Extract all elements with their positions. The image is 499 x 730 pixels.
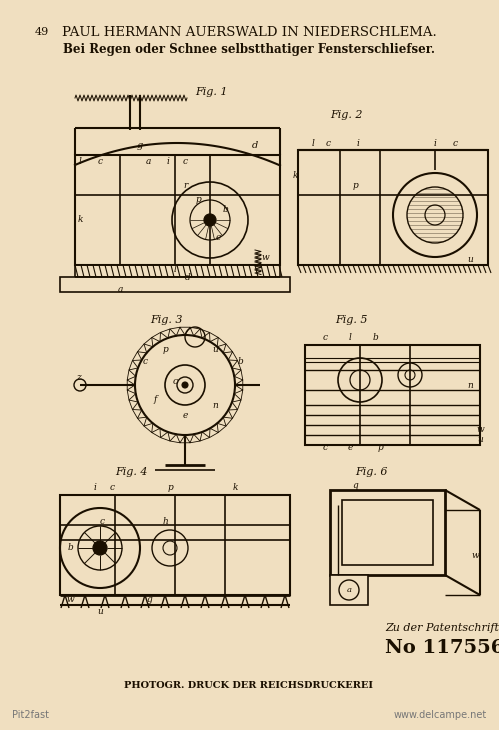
Text: g: g xyxy=(137,140,143,150)
Text: e: e xyxy=(215,234,221,242)
Text: i: i xyxy=(434,139,437,147)
Text: PHOTOGR. DRUCK DER REICHSDRUCKEREI: PHOTOGR. DRUCK DER REICHSDRUCKEREI xyxy=(124,680,373,690)
Text: Fig. 3: Fig. 3 xyxy=(150,315,183,325)
Text: a: a xyxy=(117,285,123,294)
Text: u: u xyxy=(97,607,103,617)
Text: i: i xyxy=(357,139,359,147)
Text: Fig. 6: Fig. 6 xyxy=(355,467,388,477)
Text: k: k xyxy=(232,483,238,493)
Text: Fig. 5: Fig. 5 xyxy=(335,315,367,325)
Text: No 117556.: No 117556. xyxy=(385,639,499,657)
Text: Fig. 4: Fig. 4 xyxy=(115,467,148,477)
Text: c: c xyxy=(183,158,188,166)
Text: b: b xyxy=(237,358,243,366)
Text: c: c xyxy=(97,158,102,166)
Text: p: p xyxy=(195,196,201,204)
Bar xyxy=(305,345,480,445)
Text: n: n xyxy=(467,380,473,390)
Bar xyxy=(330,575,368,605)
Text: h: h xyxy=(162,518,168,526)
Text: Zu der Patentschrift: Zu der Patentschrift xyxy=(385,623,499,633)
Text: a: a xyxy=(346,586,351,594)
Text: c: c xyxy=(453,139,458,147)
Text: p: p xyxy=(162,345,168,355)
Text: d: d xyxy=(252,140,258,150)
Text: Fig. 1: Fig. 1 xyxy=(195,87,228,97)
Text: c: c xyxy=(99,518,104,526)
Text: l: l xyxy=(311,139,314,147)
Text: c: c xyxy=(325,139,330,147)
Text: p: p xyxy=(352,180,358,190)
Bar xyxy=(75,155,280,265)
Text: d: d xyxy=(185,274,191,283)
Text: q: q xyxy=(352,480,358,490)
Text: i: i xyxy=(167,158,170,166)
Text: c: c xyxy=(173,377,178,386)
Text: w: w xyxy=(476,426,484,434)
Text: u: u xyxy=(477,436,483,445)
Text: l: l xyxy=(349,334,351,342)
Text: i: i xyxy=(93,483,96,493)
Text: e: e xyxy=(347,444,353,453)
Text: u: u xyxy=(467,255,473,264)
Text: w: w xyxy=(66,596,74,604)
Text: k: k xyxy=(292,171,298,180)
Text: c: c xyxy=(109,483,114,493)
Bar xyxy=(330,490,445,575)
Text: www.delcampe.net: www.delcampe.net xyxy=(394,710,487,720)
Text: PAUL HERMANN AUERSWALD IN NIEDERSCHLEMA.: PAUL HERMANN AUERSWALD IN NIEDERSCHLEMA. xyxy=(61,26,436,39)
Text: g: g xyxy=(147,596,153,604)
Bar xyxy=(75,265,280,277)
Text: w: w xyxy=(261,253,269,263)
Text: Bei Regen oder Schnee selbstthatiger Fensterschliefser.: Bei Regen oder Schnee selbstthatiger Fen… xyxy=(63,44,435,56)
Text: u: u xyxy=(212,345,218,355)
Text: p: p xyxy=(167,483,173,493)
Text: z: z xyxy=(76,374,80,383)
Text: c: c xyxy=(322,444,327,453)
Text: c: c xyxy=(143,358,148,366)
Text: p: p xyxy=(377,444,383,453)
Text: k: k xyxy=(77,215,83,225)
Circle shape xyxy=(93,541,107,555)
Text: l: l xyxy=(78,158,81,166)
Text: w: w xyxy=(471,550,479,559)
Text: c: c xyxy=(322,334,327,342)
Text: r: r xyxy=(183,180,187,190)
Text: Pit2fast: Pit2fast xyxy=(12,710,49,720)
Text: e: e xyxy=(182,410,188,420)
Text: b: b xyxy=(222,206,228,215)
Text: n: n xyxy=(212,401,218,410)
Text: Fig. 2: Fig. 2 xyxy=(330,110,362,120)
Bar xyxy=(60,495,290,595)
Circle shape xyxy=(204,214,216,226)
Text: f: f xyxy=(153,396,157,404)
Circle shape xyxy=(182,382,188,388)
Text: a: a xyxy=(145,158,151,166)
Circle shape xyxy=(425,205,445,225)
Text: l: l xyxy=(174,266,177,274)
Bar xyxy=(60,277,290,292)
Text: 49: 49 xyxy=(35,27,49,37)
Text: b: b xyxy=(372,334,378,342)
Bar xyxy=(298,150,488,265)
Text: b: b xyxy=(67,544,73,553)
Bar xyxy=(342,500,433,565)
